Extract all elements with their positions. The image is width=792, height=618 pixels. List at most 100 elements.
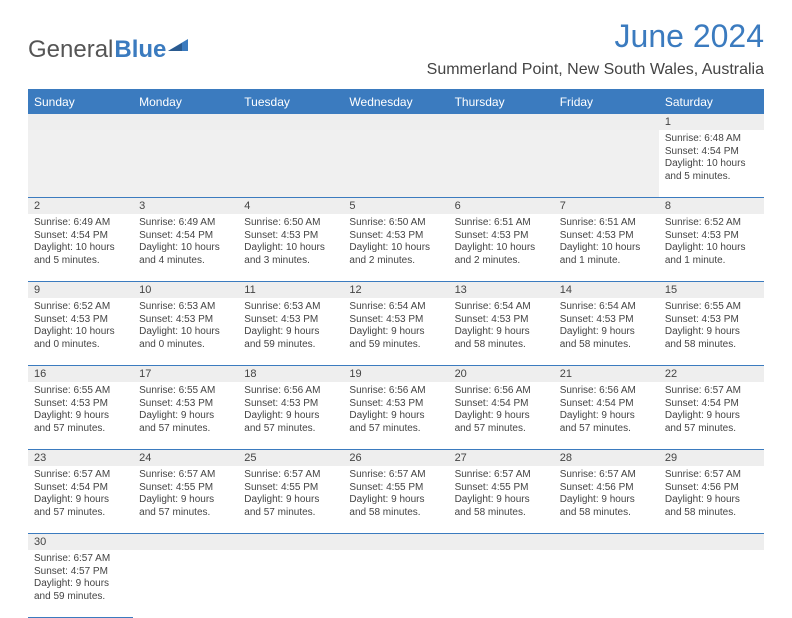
cell-line-d1: Daylight: 10 hours	[455, 242, 548, 255]
day-number: 19	[343, 366, 448, 382]
cell-line-sr: Sunrise: 6:57 AM	[455, 469, 548, 482]
day-header: Friday	[554, 90, 659, 114]
cell-line-ss: Sunset: 4:53 PM	[665, 314, 758, 327]
cell-line-d1: Daylight: 10 hours	[34, 242, 127, 255]
day-number: 17	[133, 366, 238, 382]
day-number	[554, 114, 659, 130]
day-number: 12	[343, 282, 448, 298]
cell-line-d2: and 57 minutes.	[349, 423, 442, 436]
calendar-cell: Sunrise: 6:56 AMSunset: 4:54 PMDaylight:…	[554, 382, 659, 450]
day-header: Sunday	[28, 90, 133, 114]
cell-line-d1: Daylight: 9 hours	[560, 410, 653, 423]
day-number: 6	[449, 198, 554, 214]
day-number: 28	[554, 450, 659, 466]
calendar-cell	[133, 550, 238, 618]
logo-text-general: General	[28, 36, 113, 64]
day-number: 25	[238, 450, 343, 466]
calendar-cell: Sunrise: 6:57 AMSunset: 4:55 PMDaylight:…	[238, 466, 343, 534]
calendar-cell: Sunrise: 6:57 AMSunset: 4:55 PMDaylight:…	[449, 466, 554, 534]
calendar-cell: Sunrise: 6:57 AMSunset: 4:54 PMDaylight:…	[28, 466, 133, 534]
cell-line-d1: Daylight: 9 hours	[244, 410, 337, 423]
cell-line-ss: Sunset: 4:53 PM	[560, 230, 653, 243]
cell-line-ss: Sunset: 4:55 PM	[139, 482, 232, 495]
day-number: 18	[238, 366, 343, 382]
cell-line-d2: and 2 minutes.	[349, 255, 442, 268]
day-number: 15	[659, 282, 764, 298]
cell-line-ss: Sunset: 4:53 PM	[665, 230, 758, 243]
cell-line-d2: and 57 minutes.	[560, 423, 653, 436]
cell-line-d2: and 3 minutes.	[244, 255, 337, 268]
month-title: June 2024	[427, 18, 764, 55]
cell-line-sr: Sunrise: 6:56 AM	[349, 385, 442, 398]
cell-line-d2: and 1 minute.	[665, 255, 758, 268]
calendar-cell: Sunrise: 6:50 AMSunset: 4:53 PMDaylight:…	[238, 214, 343, 282]
header: General Blue June 2024 Summerland Point,…	[28, 18, 764, 79]
calendar-cell	[133, 130, 238, 198]
cell-line-d1: Daylight: 9 hours	[34, 410, 127, 423]
day-number	[449, 114, 554, 130]
cell-line-d2: and 59 minutes.	[34, 591, 127, 604]
calendar-cell: Sunrise: 6:54 AMSunset: 4:53 PMDaylight:…	[554, 298, 659, 366]
day-number	[554, 534, 659, 550]
cell-line-sr: Sunrise: 6:54 AM	[455, 301, 548, 314]
cell-line-ss: Sunset: 4:53 PM	[244, 314, 337, 327]
cell-line-ss: Sunset: 4:53 PM	[34, 398, 127, 411]
day-number	[28, 114, 133, 130]
day-number	[343, 114, 448, 130]
calendar-cell: Sunrise: 6:55 AMSunset: 4:53 PMDaylight:…	[28, 382, 133, 450]
cell-line-ss: Sunset: 4:53 PM	[455, 314, 548, 327]
calendar-cell: Sunrise: 6:50 AMSunset: 4:53 PMDaylight:…	[343, 214, 448, 282]
day-number	[659, 534, 764, 550]
cell-line-d1: Daylight: 9 hours	[560, 326, 653, 339]
day-header: Monday	[133, 90, 238, 114]
cell-line-d2: and 57 minutes.	[34, 423, 127, 436]
cell-line-d1: Daylight: 9 hours	[455, 410, 548, 423]
calendar-cell: Sunrise: 6:57 AMSunset: 4:56 PMDaylight:…	[659, 466, 764, 534]
cell-line-d1: Daylight: 10 hours	[560, 242, 653, 255]
cell-line-ss: Sunset: 4:53 PM	[560, 314, 653, 327]
cell-line-d1: Daylight: 10 hours	[244, 242, 337, 255]
calendar-cell: Sunrise: 6:54 AMSunset: 4:53 PMDaylight:…	[449, 298, 554, 366]
cell-line-ss: Sunset: 4:53 PM	[349, 314, 442, 327]
cell-line-sr: Sunrise: 6:52 AM	[665, 217, 758, 230]
calendar-cell	[554, 130, 659, 198]
cell-line-sr: Sunrise: 6:57 AM	[665, 385, 758, 398]
day-header: Thursday	[449, 90, 554, 114]
cell-line-sr: Sunrise: 6:50 AM	[349, 217, 442, 230]
cell-line-d2: and 2 minutes.	[455, 255, 548, 268]
calendar-cell: Sunrise: 6:51 AMSunset: 4:53 PMDaylight:…	[554, 214, 659, 282]
cell-line-d2: and 57 minutes.	[455, 423, 548, 436]
day-number: 7	[554, 198, 659, 214]
cell-line-d1: Daylight: 9 hours	[455, 494, 548, 507]
cell-line-ss: Sunset: 4:53 PM	[349, 230, 442, 243]
day-number: 21	[554, 366, 659, 382]
day-number: 8	[659, 198, 764, 214]
day-number: 14	[554, 282, 659, 298]
day-number	[343, 534, 448, 550]
calendar-cell: Sunrise: 6:49 AMSunset: 4:54 PMDaylight:…	[28, 214, 133, 282]
cell-line-sr: Sunrise: 6:57 AM	[34, 469, 127, 482]
cell-line-ss: Sunset: 4:53 PM	[244, 230, 337, 243]
cell-line-sr: Sunrise: 6:49 AM	[139, 217, 232, 230]
day-header: Saturday	[659, 90, 764, 114]
cell-line-sr: Sunrise: 6:50 AM	[244, 217, 337, 230]
cell-line-ss: Sunset: 4:57 PM	[34, 566, 127, 579]
cell-line-sr: Sunrise: 6:51 AM	[560, 217, 653, 230]
cell-line-ss: Sunset: 4:54 PM	[665, 398, 758, 411]
day-number	[133, 114, 238, 130]
cell-line-ss: Sunset: 4:54 PM	[560, 398, 653, 411]
cell-line-d1: Daylight: 9 hours	[665, 410, 758, 423]
cell-line-sr: Sunrise: 6:51 AM	[455, 217, 548, 230]
cell-line-d1: Daylight: 9 hours	[244, 494, 337, 507]
cell-line-ss: Sunset: 4:56 PM	[560, 482, 653, 495]
day-number: 11	[238, 282, 343, 298]
cell-line-sr: Sunrise: 6:57 AM	[139, 469, 232, 482]
cell-line-d1: Daylight: 10 hours	[34, 326, 127, 339]
cell-line-d2: and 59 minutes.	[244, 339, 337, 352]
cell-line-d1: Daylight: 9 hours	[349, 326, 442, 339]
day-number: 26	[343, 450, 448, 466]
cell-line-sr: Sunrise: 6:54 AM	[349, 301, 442, 314]
cell-line-ss: Sunset: 4:53 PM	[244, 398, 337, 411]
calendar-cell	[238, 550, 343, 618]
calendar-cell: Sunrise: 6:56 AMSunset: 4:53 PMDaylight:…	[238, 382, 343, 450]
